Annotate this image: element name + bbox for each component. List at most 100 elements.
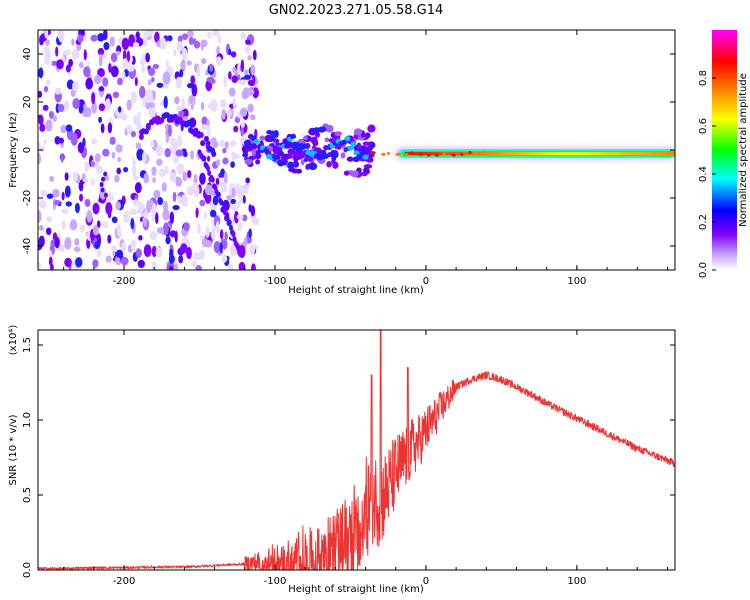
noise-cell [57, 103, 65, 113]
noise-cell [58, 243, 66, 253]
noise-cell [143, 172, 149, 184]
noise-cell [219, 139, 225, 148]
cluster-cell [330, 152, 339, 159]
snr-x-tick-label: 0 [423, 576, 429, 587]
cluster-cell [361, 171, 368, 177]
snr-frame [37, 329, 676, 571]
noise-cell [45, 119, 53, 132]
noise-cell [43, 138, 47, 145]
noise-cell [165, 236, 171, 245]
noise-cell [135, 248, 142, 259]
noise-cell [143, 244, 152, 257]
ridge-hot-spot [395, 152, 402, 156]
noise-cell [96, 220, 101, 228]
noise-cell [109, 136, 116, 145]
noise-cell [100, 123, 105, 134]
noise-cell [64, 185, 71, 198]
noise-cell [133, 175, 139, 182]
noise-cell [90, 138, 98, 145]
noise-cell [229, 140, 237, 147]
noise-cell [243, 69, 249, 75]
noise-cell [162, 209, 170, 221]
noise-cell [179, 69, 184, 78]
noise-cell [48, 256, 53, 266]
snr-panel: -200 -100 0 100 0.0 0.5 1.0 1.5 Height of stra… [8, 325, 676, 595]
noise-cell [79, 193, 84, 202]
noise-cell [230, 198, 237, 205]
noise-cell [52, 188, 60, 198]
noise-cell [148, 67, 156, 77]
noise-cell [54, 236, 60, 249]
noise-cell [94, 241, 101, 250]
noise-cell [92, 224, 99, 236]
noise-cell [126, 124, 132, 134]
noise-cell [240, 126, 244, 137]
cluster-cell [324, 137, 330, 143]
noise-cell [117, 77, 123, 86]
spectrogram-x-tick-label: 0 [423, 276, 429, 287]
cluster-cell [356, 142, 361, 148]
noise-cell [147, 79, 152, 86]
noise-cell [248, 204, 252, 213]
noise-cell [239, 79, 247, 86]
noise-cell [168, 124, 172, 137]
noise-cell [175, 176, 183, 187]
cluster-cell [255, 159, 261, 165]
noise-cell [246, 87, 255, 96]
noise-cell [215, 159, 221, 167]
noise-cell [45, 79, 51, 86]
noise-cell [165, 130, 170, 144]
noise-cell [102, 77, 109, 87]
cluster-core [244, 139, 251, 146]
noise-cell [83, 177, 89, 184]
noise-cell [50, 263, 54, 270]
noise-cell [247, 79, 256, 86]
noise-cell [203, 212, 208, 220]
snr-y-tick-label: 0.0 [22, 562, 33, 578]
noise-cell [151, 261, 157, 270]
noise-cell [252, 218, 260, 226]
cluster-cell [293, 155, 299, 163]
noise-cell [63, 100, 69, 112]
noise-cell [182, 151, 188, 158]
noise-cell [72, 171, 78, 182]
noise-cell [39, 35, 44, 46]
noise-cell [182, 171, 188, 182]
noise-cell [219, 100, 227, 108]
noise-cell [232, 96, 237, 110]
snr-x-tick-label: -200 [113, 576, 136, 587]
ridge-hot-spot [468, 150, 472, 155]
snr-x-tick-label: 100 [567, 576, 586, 587]
noise-cell [103, 30, 108, 41]
branch-cell [225, 212, 230, 219]
noise-cell [143, 217, 148, 227]
noise-cell [181, 97, 185, 110]
noise-cell [215, 220, 220, 232]
noise-cell [175, 149, 184, 157]
branch-cell [228, 224, 233, 231]
cluster-cell [250, 143, 258, 150]
branch-cell [227, 219, 232, 226]
noise-cell [42, 104, 49, 111]
noise-cell [187, 170, 192, 179]
spectrogram-x-tick-label: -100 [264, 276, 287, 287]
noise-cell [134, 77, 138, 87]
noise-cell [230, 161, 235, 168]
noise-cell [249, 244, 256, 255]
cluster-cell [288, 167, 296, 172]
noise-cell [43, 47, 48, 53]
noise-cell [145, 52, 151, 63]
noise-cell [149, 199, 154, 206]
cluster-core [262, 147, 269, 153]
noise-cell [97, 47, 105, 56]
noise-cell [215, 56, 222, 66]
noise-cell [228, 87, 236, 97]
noise-cell [82, 109, 91, 118]
noise-cell [211, 229, 216, 240]
cluster-cell [332, 161, 339, 169]
noise-cell [193, 40, 201, 49]
noise-cell [90, 178, 96, 186]
noise-cell [192, 182, 199, 193]
noise-cell [48, 249, 53, 259]
noise-cell [240, 31, 246, 40]
